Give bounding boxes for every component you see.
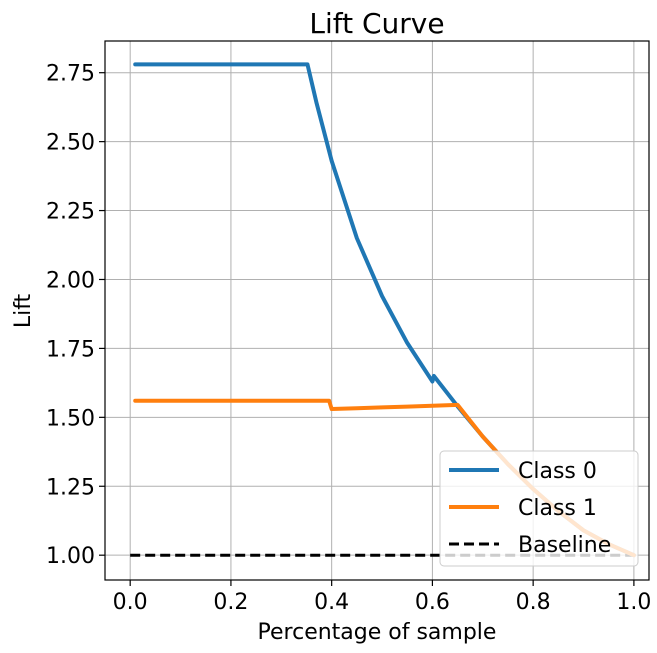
x-tick-label: 1.0 bbox=[616, 590, 651, 615]
axes-frame bbox=[104, 40, 650, 581]
y-axis: 1.00 1.25 1.50 1.75 2.00 2.25 2.50 2.75 bbox=[46, 62, 105, 569]
legend-label-baseline: Baseline bbox=[518, 533, 611, 558]
x-tick-label: 0.6 bbox=[415, 590, 450, 615]
x-axis: 0.0 0.2 0.4 0.6 0.8 1.0 bbox=[113, 580, 651, 615]
legend: Class 0 Class 1 Baseline bbox=[439, 450, 639, 567]
x-axis-label: Percentage of sample bbox=[258, 620, 497, 645]
y-axis-label: Lift bbox=[11, 293, 36, 328]
x-tick-label: 0.4 bbox=[314, 590, 349, 615]
x-tick-label: 0.2 bbox=[213, 590, 248, 615]
y-tick-label: 2.75 bbox=[46, 62, 95, 87]
x-tick-label: 0.0 bbox=[113, 590, 148, 615]
y-tick-label: 2.00 bbox=[46, 268, 95, 293]
chart-title: Lift Curve bbox=[309, 7, 444, 40]
y-tick-label: 2.50 bbox=[46, 131, 95, 156]
y-tick-label: 1.00 bbox=[46, 544, 95, 569]
legend-label-class-1: Class 1 bbox=[518, 496, 597, 521]
x-tick-label: 0.8 bbox=[516, 590, 551, 615]
y-tick-label: 1.50 bbox=[46, 406, 95, 431]
y-tick-label: 1.75 bbox=[46, 337, 95, 362]
y-tick-label: 2.25 bbox=[46, 200, 95, 225]
legend-box bbox=[439, 450, 639, 567]
y-tick-label: 1.25 bbox=[46, 475, 95, 500]
grid-lines bbox=[105, 41, 649, 580]
legend-label-class-0: Class 0 bbox=[518, 459, 597, 484]
